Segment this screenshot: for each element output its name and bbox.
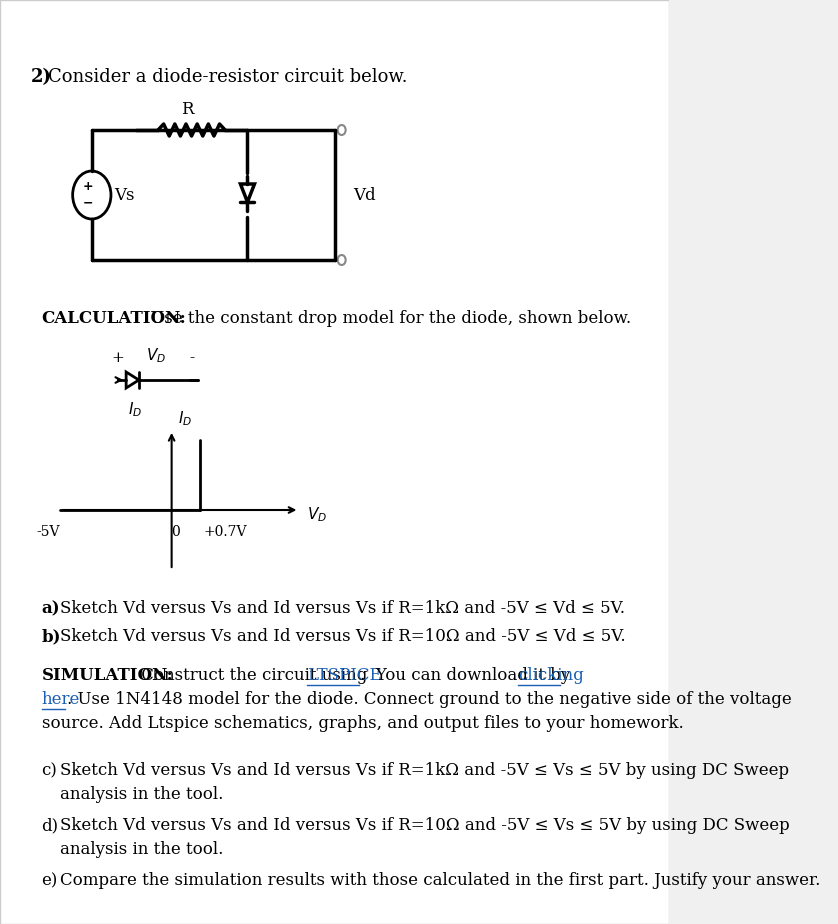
Text: +: + [111,351,125,365]
Text: Sketch Vd versus Vs and Id versus Vs if R=1kΩ and -5V ≤ Vd ≤ 5V.: Sketch Vd versus Vs and Id versus Vs if … [59,600,625,617]
Text: here: here [42,691,80,708]
Text: -5V: -5V [36,525,59,539]
Text: +: + [82,180,93,193]
Text: $V_D$: $V_D$ [146,346,166,365]
Text: source. Add Ltspice schematics, graphs, and output files to your homework.: source. Add Ltspice schematics, graphs, … [42,715,683,732]
Text: .  You can download it by: . You can download it by [360,667,576,684]
FancyBboxPatch shape [0,0,669,924]
Text: Sketch Vd versus Vs and Id versus Vs if R=1kΩ and -5V ≤ Vs ≤ 5V by using DC Swee: Sketch Vd versus Vs and Id versus Vs if … [59,762,789,779]
Circle shape [338,255,345,265]
Text: 2): 2) [30,68,51,86]
Text: -: - [189,351,194,365]
Text: −: − [83,197,93,210]
Text: Consider a diode-resistor circuit below.: Consider a diode-resistor circuit below. [48,68,407,86]
Circle shape [338,125,345,135]
Text: CALCULATION:: CALCULATION: [42,310,186,327]
Text: analysis in the tool.: analysis in the tool. [59,786,223,803]
Text: b): b) [42,628,61,645]
Text: Sketch Vd versus Vs and Id versus Vs if R=10Ω and -5V ≤ Vd ≤ 5V.: Sketch Vd versus Vs and Id versus Vs if … [59,628,625,645]
Text: Use the constant drop model for the diode, shown below.: Use the constant drop model for the diod… [145,310,631,327]
Text: $I_D$: $I_D$ [178,409,192,428]
Text: $I_D$: $I_D$ [127,400,142,419]
Text: $V_D$: $V_D$ [308,505,328,524]
Text: Compare the simulation results with those calculated in the first part. Justify : Compare the simulation results with thos… [59,872,820,889]
Text: c): c) [42,762,57,779]
Text: analysis in the tool.: analysis in the tool. [59,841,223,858]
Text: clicking: clicking [518,667,584,684]
Text: e): e) [42,872,58,889]
Text: R: R [181,102,194,118]
Text: Sketch Vd versus Vs and Id versus Vs if R=10Ω and -5V ≤ Vs ≤ 5V by using DC Swee: Sketch Vd versus Vs and Id versus Vs if … [59,817,789,834]
Text: Vs: Vs [114,187,135,203]
Text: SIMULATION:: SIMULATION: [42,667,173,684]
Text: Vd: Vd [353,187,375,203]
Text: d): d) [42,817,59,834]
Text: 0: 0 [171,525,180,539]
Text: . Use 1N4148 model for the diode. Connect ground to the negative side of the vol: . Use 1N4148 model for the diode. Connec… [67,691,792,708]
Text: +0.7V: +0.7V [204,525,247,539]
Text: LTSPICE: LTSPICE [308,667,382,684]
Text: a): a) [42,600,60,617]
Text: Construct the circuit using: Construct the circuit using [136,667,372,684]
